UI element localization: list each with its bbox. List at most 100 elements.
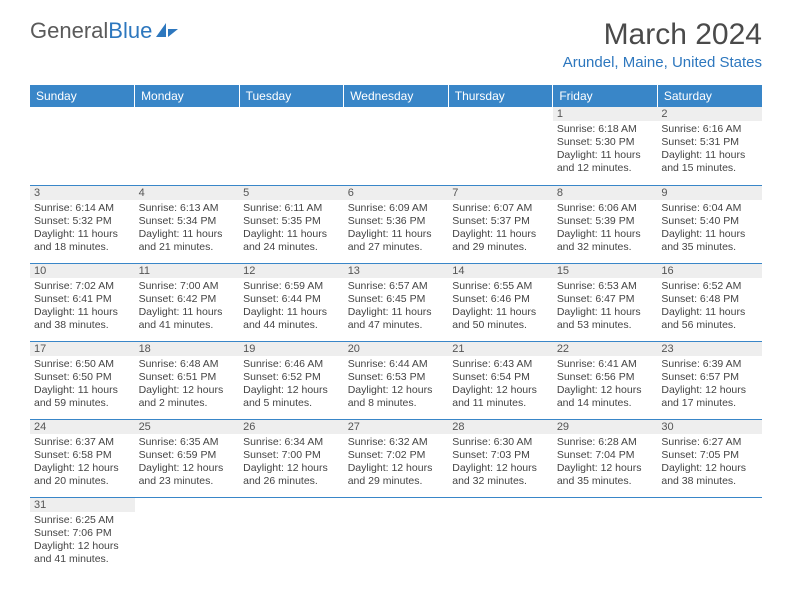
- day-info-line: Daylight: 12 hours: [452, 384, 549, 397]
- day-info-line: Daylight: 11 hours: [348, 306, 445, 319]
- calendar-day-cell: [344, 107, 449, 185]
- calendar-day-cell: [344, 497, 449, 575]
- day-info-line: Daylight: 12 hours: [661, 462, 758, 475]
- day-info-line: Sunrise: 7:00 AM: [139, 280, 236, 293]
- day-info-line: Sunrise: 6:53 AM: [557, 280, 654, 293]
- day-info-line: Daylight: 11 hours: [452, 228, 549, 241]
- day-info-line: Daylight: 11 hours: [557, 228, 654, 241]
- day-info-line: Sunrise: 6:28 AM: [557, 436, 654, 449]
- day-number: 16: [657, 264, 762, 278]
- day-info-line: Daylight: 11 hours: [243, 228, 340, 241]
- day-info-line: and 8 minutes.: [348, 397, 445, 410]
- day-info-line: Sunset: 7:04 PM: [557, 449, 654, 462]
- day-info-line: and 24 minutes.: [243, 241, 340, 254]
- calendar-day-cell: 23Sunrise: 6:39 AMSunset: 6:57 PMDayligh…: [657, 341, 762, 419]
- calendar-day-cell: 19Sunrise: 6:46 AMSunset: 6:52 PMDayligh…: [239, 341, 344, 419]
- day-info-line: Sunset: 5:34 PM: [139, 215, 236, 228]
- weekday-header: Wednesday: [344, 85, 449, 107]
- day-info-line: Sunset: 7:05 PM: [661, 449, 758, 462]
- day-info-line: Daylight: 11 hours: [34, 228, 131, 241]
- day-info-line: Sunset: 5:37 PM: [452, 215, 549, 228]
- calendar-week-row: 1Sunrise: 6:18 AMSunset: 5:30 PMDaylight…: [30, 107, 762, 185]
- calendar-day-cell: 22Sunrise: 6:41 AMSunset: 6:56 PMDayligh…: [553, 341, 658, 419]
- day-info-line: Sunrise: 7:02 AM: [34, 280, 131, 293]
- day-info-line: Sunset: 7:02 PM: [348, 449, 445, 462]
- title-block: March 2024 Arundel, Maine, United States: [563, 18, 762, 71]
- day-info-line: Sunrise: 6:27 AM: [661, 436, 758, 449]
- calendar-day-cell: 29 Sunrise: 6:28 AMSunset: 7:04 PMDayligh…: [553, 419, 658, 497]
- day-number: 3: [30, 186, 135, 200]
- calendar-week-row: 31Sunrise: 6:25 AMSunset: 7:06 PMDayligh…: [30, 497, 762, 575]
- day-info-line: Sunset: 6:44 PM: [243, 293, 340, 306]
- day-info-line: and 20 minutes.: [34, 475, 131, 488]
- logo-sail-icon: [154, 21, 180, 39]
- calendar-day-cell: 17Sunrise: 6:50 AMSunset: 6:50 PMDayligh…: [30, 341, 135, 419]
- day-number: 15: [553, 264, 658, 278]
- day-info-line: Daylight: 12 hours: [557, 384, 654, 397]
- calendar-week-row: 3Sunrise: 6:14 AMSunset: 5:32 PMDaylight…: [30, 185, 762, 263]
- calendar-week-row: 10Sunrise: 7:02 AMSunset: 6:41 PMDayligh…: [30, 263, 762, 341]
- day-info-line: Sunrise: 6:35 AM: [139, 436, 236, 449]
- day-info-line: Sunset: 6:52 PM: [243, 371, 340, 384]
- day-info-line: Sunrise: 6:43 AM: [452, 358, 549, 371]
- day-number: 10: [30, 264, 135, 278]
- day-info-line: and 27 minutes.: [348, 241, 445, 254]
- location-subtitle: Arundel, Maine, United States: [563, 54, 762, 71]
- day-number: 9: [657, 186, 762, 200]
- day-info-line: Daylight: 11 hours: [34, 306, 131, 319]
- calendar-day-cell: [657, 497, 762, 575]
- calendar-day-cell: 14Sunrise: 6:55 AMSunset: 6:46 PMDayligh…: [448, 263, 553, 341]
- day-info-line: and 11 minutes.: [452, 397, 549, 410]
- day-number: 24: [30, 420, 135, 434]
- day-info-line: Sunset: 7:06 PM: [34, 527, 131, 540]
- day-number: 30: [657, 420, 762, 434]
- day-info-line: and 59 minutes.: [34, 397, 131, 410]
- day-number: 18: [135, 342, 240, 356]
- day-info-line: and 35 minutes.: [661, 241, 758, 254]
- day-info-line: Sunset: 6:50 PM: [34, 371, 131, 384]
- day-info-line: and 21 minutes.: [139, 241, 236, 254]
- day-info-line: Sunset: 5:36 PM: [348, 215, 445, 228]
- day-info-line: Daylight: 11 hours: [661, 228, 758, 241]
- day-number: 29: [553, 420, 658, 434]
- day-info-line: Sunrise: 6:04 AM: [661, 202, 758, 215]
- day-info-line: and 38 minutes.: [661, 475, 758, 488]
- day-info-line: Daylight: 12 hours: [557, 462, 654, 475]
- day-info-line: Sunset: 6:42 PM: [139, 293, 236, 306]
- day-info-line: and 5 minutes.: [243, 397, 340, 410]
- day-info-line: Sunrise: 6:55 AM: [452, 280, 549, 293]
- day-number: 21: [448, 342, 553, 356]
- day-number: 27: [344, 420, 449, 434]
- day-info-line: and 32 minutes.: [452, 475, 549, 488]
- day-info-line: Sunrise: 6:57 AM: [348, 280, 445, 293]
- weekday-header: Saturday: [657, 85, 762, 107]
- day-info-line: Daylight: 11 hours: [661, 149, 758, 162]
- day-info-line: Sunrise: 6:06 AM: [557, 202, 654, 215]
- calendar-day-cell: [30, 107, 135, 185]
- day-info-line: and 32 minutes.: [557, 241, 654, 254]
- calendar-day-cell: 4Sunrise: 6:13 AMSunset: 5:34 PMDaylight…: [135, 185, 240, 263]
- day-info-line: and 15 minutes.: [661, 162, 758, 175]
- day-number: 26: [239, 420, 344, 434]
- day-info-line: Sunset: 6:47 PM: [557, 293, 654, 306]
- calendar-day-cell: [448, 497, 553, 575]
- day-info-line: Sunrise: 6:34 AM: [243, 436, 340, 449]
- calendar-day-cell: 11Sunrise: 7:00 AMSunset: 6:42 PMDayligh…: [135, 263, 240, 341]
- calendar-day-cell: 2Sunrise: 6:16 AMSunset: 5:31 PMDaylight…: [657, 107, 762, 185]
- day-info-line: Sunset: 6:45 PM: [348, 293, 445, 306]
- day-info-line: Daylight: 12 hours: [661, 384, 758, 397]
- day-info-line: Sunset: 6:53 PM: [348, 371, 445, 384]
- day-number: 8: [553, 186, 658, 200]
- day-info-line: Daylight: 12 hours: [139, 384, 236, 397]
- day-info-line: and 18 minutes.: [34, 241, 131, 254]
- day-info-line: Sunset: 6:51 PM: [139, 371, 236, 384]
- day-info-line: Sunrise: 6:50 AM: [34, 358, 131, 371]
- calendar-day-cell: 13Sunrise: 6:57 AMSunset: 6:45 PMDayligh…: [344, 263, 449, 341]
- calendar-day-cell: 26Sunrise: 6:34 AMSunset: 7:00 PMDayligh…: [239, 419, 344, 497]
- calendar-day-cell: 10Sunrise: 7:02 AMSunset: 6:41 PMDayligh…: [30, 263, 135, 341]
- day-info-line: Daylight: 12 hours: [348, 384, 445, 397]
- day-info-line: Sunset: 6:54 PM: [452, 371, 549, 384]
- day-info-line: Sunset: 5:39 PM: [557, 215, 654, 228]
- day-info-line: Sunrise: 6:32 AM: [348, 436, 445, 449]
- day-info-line: Daylight: 12 hours: [139, 462, 236, 475]
